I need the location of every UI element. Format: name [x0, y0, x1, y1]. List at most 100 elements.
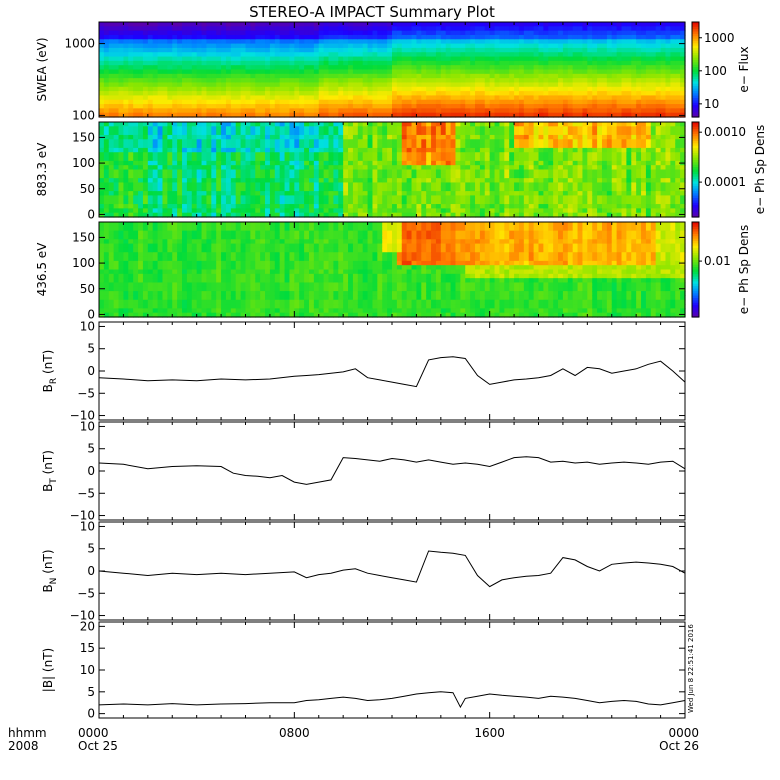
heatmap-cell: [382, 30, 388, 36]
heatmap-cell: [377, 78, 383, 84]
heatmap-cell: [435, 104, 442, 109]
heatmap-cell: [396, 169, 403, 175]
heatmap-cell: [626, 99, 632, 105]
heatmap-cell: [406, 152, 413, 158]
heatmap-cell: [636, 47, 642, 53]
heatmap-cell: [548, 199, 554, 205]
heatmap-cell: [470, 134, 476, 140]
heatmap-cell: [240, 22, 247, 27]
heatmap-cell: [255, 130, 261, 136]
heatmap-cell: [323, 139, 330, 145]
heatmap-cell: [621, 78, 627, 84]
heatmap-cell: [201, 143, 208, 149]
heatmap-cell: [196, 199, 203, 205]
heatmap-cell: [167, 78, 173, 84]
heatmap-cell: [260, 82, 266, 88]
heatmap-cell: [533, 26, 540, 32]
heatmap-cell: [533, 56, 540, 62]
heatmap-cell: [567, 82, 574, 88]
heatmap-cell: [338, 52, 344, 58]
heatmap-cell: [230, 182, 237, 188]
heatmap-cell: [172, 134, 178, 140]
heatmap-cell: [514, 195, 520, 201]
heatmap-cell: [543, 165, 549, 171]
heatmap-cell: [103, 122, 110, 127]
heatmap-cell: [196, 126, 203, 132]
heatmap-cell: [260, 165, 266, 171]
heatmap-cell: [284, 204, 291, 209]
heatmap-cell: [152, 69, 159, 75]
heatmap-cell: [255, 208, 261, 214]
heatmap-cell: [523, 56, 530, 62]
heatmap-cell: [538, 169, 544, 175]
heatmap-cell: [172, 65, 178, 71]
heatmap-cell: [518, 52, 525, 58]
heatmap-cell: [665, 112, 671, 118]
heatmap-cell: [431, 186, 437, 192]
heatmap-cell: [631, 104, 637, 109]
heatmap-cell: [465, 173, 471, 179]
heatmap-cell: [352, 199, 359, 205]
heatmap-cell: [553, 95, 559, 101]
heatmap-cell: [611, 39, 618, 45]
heatmap-cell: [201, 122, 208, 127]
heatmap-cell: [142, 195, 149, 201]
heatmap-cell: [470, 143, 476, 149]
heatmap-cell: [631, 43, 637, 49]
heatmap-cell: [225, 204, 232, 209]
heatmap-cell: [553, 139, 559, 145]
heatmap-cell: [489, 34, 496, 40]
heatmap-cell: [113, 191, 120, 197]
heatmap-cell: [475, 104, 481, 109]
heatmap-cell: [167, 191, 173, 197]
heatmap-cell: [665, 86, 671, 92]
heatmap-cell: [357, 182, 364, 188]
heatmap-cell: [162, 126, 168, 132]
heatmap-cell: [206, 69, 212, 75]
heatmap-cell: [465, 134, 471, 140]
heatmap-cell: [470, 108, 476, 114]
heatmap-cell: [362, 195, 369, 201]
heatmap-cell: [416, 60, 422, 66]
heatmap-cell: [313, 26, 320, 32]
heatmap-cell: [479, 108, 486, 114]
heatmap-cell: [103, 52, 110, 58]
heatmap-cell: [475, 130, 481, 136]
heatmap-cell: [499, 199, 505, 205]
heatmap-cell: [411, 182, 418, 188]
heatmap-cell: [465, 126, 471, 132]
heatmap-cell: [216, 22, 222, 27]
heatmap-cell: [162, 178, 168, 184]
heatmap-cell: [538, 152, 544, 158]
heatmap-cell: [533, 69, 540, 75]
heatmap-cell: [396, 39, 403, 45]
heatmap-cell: [401, 134, 408, 140]
heatmap-cell: [250, 43, 256, 49]
heatmap-cell: [255, 26, 261, 32]
heatmap-cell: [523, 208, 530, 214]
heatmap-cell: [533, 182, 540, 188]
heatmap-cell: [299, 91, 305, 97]
heatmap-cell: [133, 69, 139, 75]
colorbar-swatch: [692, 90, 699, 94]
heatmap-cell: [235, 91, 242, 97]
colorbar-swatch: [692, 43, 699, 47]
heatmap-cell: [592, 122, 598, 127]
heatmap-cell: [167, 212, 173, 218]
heatmap-cell: [289, 186, 295, 192]
heatmap-cell: [133, 82, 139, 88]
heatmap-cell: [372, 160, 378, 166]
heatmap-cell: [362, 126, 369, 132]
heatmap-cell: [99, 147, 105, 153]
heatmap-cell: [460, 195, 466, 201]
heatmap-cell: [509, 56, 515, 62]
heatmap-cell: [240, 208, 247, 214]
heatmap-cell: [416, 22, 422, 27]
heatmap-cell: [172, 60, 178, 66]
heatmap-cell: [470, 95, 476, 101]
heatmap-cell: [509, 178, 515, 184]
heatmap-cell: [680, 34, 686, 40]
heatmap-cell: [172, 212, 178, 218]
heatmap-cell: [392, 39, 398, 45]
heatmap-cell: [533, 204, 540, 209]
